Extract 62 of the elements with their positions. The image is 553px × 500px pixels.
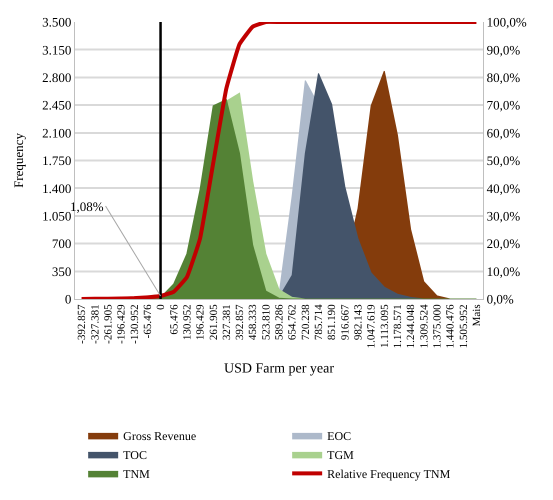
x-tick-label: 458.333 — [247, 304, 260, 340]
legend-label: TNM — [123, 467, 150, 482]
y2-tick-label: 10,0% — [486, 264, 520, 279]
x-tick-label: 654.762 — [286, 304, 299, 340]
x-tick-label: -392.857 — [76, 304, 88, 344]
x-tick-label: 523.810 — [260, 304, 272, 340]
x-tick-label: 589.286 — [274, 304, 286, 340]
x-tick-label: 1.505.952 — [458, 304, 470, 348]
legend-label: EOC — [327, 429, 352, 444]
x-tick-label: -327.381 — [89, 304, 102, 344]
y-tick-label: 1.750 — [42, 153, 72, 168]
x-axis-title: USD Farm per year — [224, 362, 334, 377]
x-tick-label: 851.190 — [326, 304, 338, 340]
y-axis-title: Frequency — [11, 132, 26, 188]
y-tick-label: 3.500 — [42, 14, 72, 30]
y-tick-label: 2.100 — [42, 125, 72, 140]
x-tick-label: 720.238 — [300, 304, 312, 340]
y2-tick-label: 70,0% — [486, 98, 520, 113]
legend-label: TGM — [327, 448, 354, 462]
y-tick-label: 350 — [52, 264, 72, 279]
x-tick-label: 65.476 — [168, 304, 180, 335]
x-tick-label: Mais — [470, 304, 483, 326]
x-tick-label: 1.047.619 — [366, 304, 378, 348]
x-tick-label: 196.429 — [194, 304, 207, 340]
y-tick-label: 1.400 — [42, 180, 72, 196]
x-tick-label: 1.309.524 — [418, 304, 430, 348]
y2-tick-label: 90,0% — [486, 42, 520, 58]
x-tick-label: 1.113.095 — [378, 304, 391, 348]
x-tick-label: 327.381 — [220, 304, 233, 340]
x-tick-label: 261.905 — [208, 304, 220, 340]
y2-tick-label: 60,0% — [486, 125, 520, 140]
y2-tick-label: 100,0% — [486, 14, 527, 30]
x-tick-label: 916.667 — [339, 304, 352, 340]
x-tick-label: -261.905 — [102, 304, 114, 344]
x-tick-label: 130.952 — [181, 304, 194, 340]
y-tick-label: 0 — [64, 292, 72, 307]
y-tick-label: 2.800 — [42, 70, 72, 85]
x-tick-label: 1.440.476 — [444, 304, 457, 348]
y2-tick-label: 20,0% — [486, 236, 520, 252]
y-tick-label: 2.450 — [42, 98, 72, 113]
x-tick-label: -65.476 — [142, 304, 154, 338]
y-tick-label: 1.050 — [42, 208, 72, 224]
legend-label: TOC — [123, 448, 147, 462]
annotation: 1,08% — [70, 199, 104, 214]
y2-tick-label: 30,0% — [486, 208, 520, 224]
x-tick-label: 982.143 — [352, 304, 365, 340]
x-tick-label: -130.952 — [128, 304, 141, 344]
x-tick-label: 1.375.000 — [432, 304, 444, 348]
x-tick-label: -196.429 — [116, 304, 128, 344]
y2-tick-label: 0,0% — [486, 292, 514, 307]
y2-tick-label: 50,0% — [486, 153, 520, 168]
legend-label: Gross Revenue — [123, 429, 196, 444]
x-tick-label: 1.244.048 — [405, 304, 418, 348]
y2-tick-label: 80,0% — [486, 70, 520, 85]
legend-label: Relative Frequency TNM — [327, 467, 451, 482]
x-tick-label: 785.714 — [313, 304, 326, 340]
y-tick-label: 3.150 — [42, 42, 72, 58]
x-tick-label: 1.178.571 — [392, 304, 404, 348]
x-tick-label: 0 — [155, 304, 168, 310]
y-tick-label: 700 — [52, 236, 72, 252]
y2-tick-label: 40,0% — [486, 180, 520, 196]
x-tick-label: 392.857 — [234, 304, 246, 340]
